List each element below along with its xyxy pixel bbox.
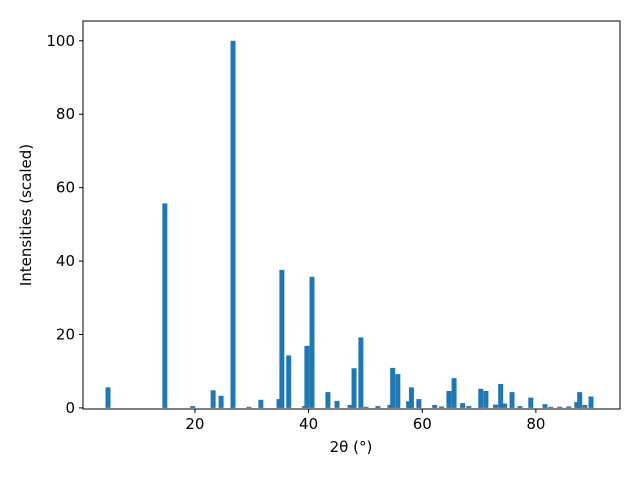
y-tick-label: 60 — [56, 179, 75, 197]
bar — [363, 406, 369, 408]
bar — [416, 399, 422, 408]
bar — [446, 391, 452, 408]
bar — [286, 355, 292, 408]
x-tick-label: 40 — [299, 415, 318, 433]
bar — [334, 400, 340, 408]
bar — [566, 406, 572, 408]
bar — [210, 390, 216, 408]
bar — [460, 403, 466, 408]
bar — [162, 203, 168, 408]
bar — [502, 403, 508, 408]
bar — [351, 368, 357, 408]
bar — [395, 374, 401, 408]
bar — [577, 392, 583, 408]
x-tick-label: 20 — [185, 415, 204, 433]
y-tick-label: 40 — [56, 252, 75, 270]
y-tick-label: 100 — [46, 32, 75, 50]
bar — [493, 404, 499, 408]
bar — [279, 269, 285, 408]
y-tick-label: 20 — [56, 325, 75, 343]
bar — [390, 367, 396, 408]
bar — [325, 392, 331, 408]
bar — [451, 378, 457, 408]
bar — [309, 276, 315, 408]
bar — [542, 404, 548, 408]
x-tick-label: 80 — [526, 415, 545, 433]
bar — [358, 337, 364, 408]
bar — [483, 391, 489, 408]
bar — [498, 384, 504, 408]
bar — [387, 404, 393, 408]
bar — [230, 40, 236, 408]
bar — [375, 406, 381, 408]
plot-frame — [82, 20, 621, 410]
bar — [548, 406, 554, 408]
bar — [304, 345, 310, 408]
y-tick-label: 0 — [65, 399, 75, 417]
bar — [574, 402, 580, 408]
y-tick-label: 80 — [56, 105, 75, 123]
bar — [406, 401, 412, 408]
bar — [408, 387, 414, 408]
bar — [347, 404, 353, 408]
bar — [528, 397, 534, 408]
bar — [105, 387, 111, 408]
bar — [432, 404, 438, 408]
bar — [509, 392, 515, 408]
y-axis-label: Intensities (scaled) — [17, 144, 35, 286]
bar — [246, 406, 252, 408]
bar — [588, 396, 594, 408]
bar — [478, 388, 484, 408]
bar — [190, 406, 196, 408]
bar — [218, 395, 224, 408]
x-tick-label: 60 — [413, 415, 432, 433]
bar — [517, 406, 523, 408]
x-axis-label: 2θ (°) — [330, 438, 373, 456]
bar — [258, 399, 264, 408]
bar — [557, 406, 563, 408]
bar — [466, 406, 472, 408]
bar — [582, 404, 588, 408]
bar — [276, 399, 282, 408]
bar — [439, 406, 445, 408]
